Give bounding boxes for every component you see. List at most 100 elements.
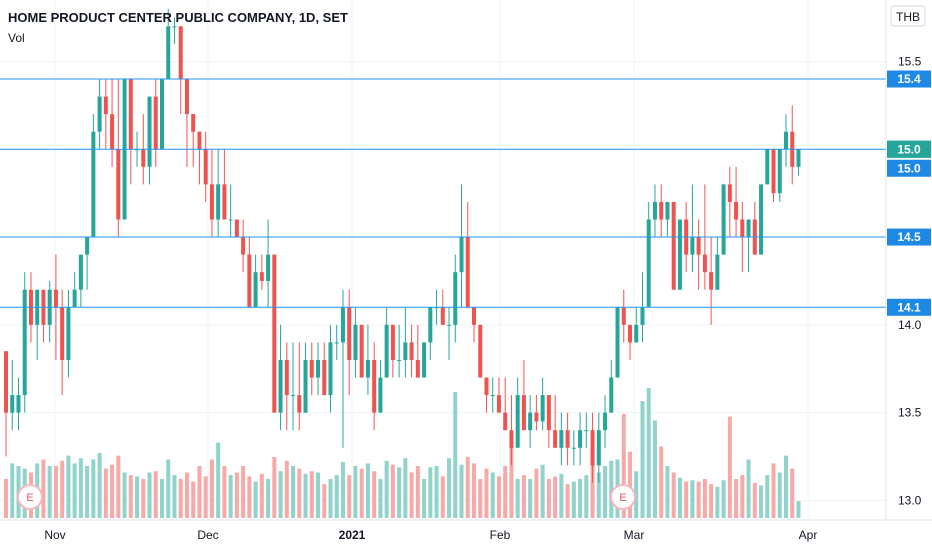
volume-bar (222, 466, 227, 518)
candle-body (665, 201, 670, 220)
candle-body (546, 395, 551, 431)
volume-bar (4, 479, 8, 518)
volume-bar (584, 475, 589, 518)
price-badge-label: 14.5 (897, 230, 921, 244)
candle-body (297, 395, 302, 413)
candle-body (10, 395, 15, 413)
volume-bar (359, 468, 364, 518)
candle-body (628, 324, 632, 343)
candle-body (509, 430, 514, 448)
candle-body (603, 412, 608, 431)
volume-bar (422, 479, 427, 518)
candle-body (584, 430, 589, 432)
candle-body (403, 342, 408, 360)
candle-body (578, 430, 583, 448)
last-price-label: 15.0 (897, 142, 921, 156)
candle-body (103, 96, 108, 115)
volume-bar (378, 479, 383, 518)
volume-bar (478, 479, 483, 518)
volume-bar (203, 476, 208, 518)
candle-body (340, 307, 345, 343)
candle-body (53, 289, 58, 308)
candle-body (347, 307, 352, 360)
candle-body (459, 237, 464, 273)
candle-body (565, 430, 570, 448)
candle-body (328, 342, 333, 396)
candle-body (353, 324, 358, 360)
volume-bar (291, 466, 296, 518)
x-tick-label: Mar (624, 528, 645, 542)
candle-body (278, 359, 283, 413)
volume-bar (128, 475, 133, 518)
candle-body (116, 149, 121, 220)
candle-body (128, 79, 133, 150)
candle-body (85, 237, 90, 255)
candle-body (166, 26, 171, 80)
volume-bar (590, 449, 595, 518)
candle-body (609, 377, 614, 413)
x-tick-label: Feb (490, 528, 511, 542)
volume-bar (384, 460, 389, 518)
volume-bar (565, 484, 570, 518)
volume-bar (116, 455, 121, 518)
candle-body (359, 324, 364, 378)
volume-bar (727, 416, 732, 518)
x-tick-label: Apr (799, 528, 818, 542)
volume-bar (72, 463, 77, 518)
candle-body (160, 79, 164, 150)
volume-bar (141, 479, 146, 518)
candle-body (559, 430, 564, 448)
volume-bar (752, 482, 757, 518)
currency-button[interactable] (890, 5, 926, 27)
candle-body (453, 272, 458, 325)
candle-body (521, 395, 526, 431)
candle-body (765, 149, 770, 185)
candle-body (222, 184, 227, 220)
candle-body (759, 184, 764, 255)
candle-body (465, 237, 470, 308)
candle-body (197, 131, 202, 150)
volume-bar (603, 466, 608, 518)
volume-bar (340, 462, 345, 518)
volume-bar (247, 476, 252, 518)
candle-body (216, 184, 221, 220)
volume-bar (721, 480, 726, 518)
volume-bar (135, 476, 140, 518)
volume-bar (309, 471, 314, 518)
volume-bar (790, 468, 795, 518)
candle-body (784, 131, 788, 150)
volume-bar (677, 477, 682, 518)
earnings-marker[interactable] (610, 484, 636, 510)
volume-bar (459, 464, 464, 518)
candle-body (478, 324, 483, 378)
volume-bar (253, 481, 258, 518)
volume-bar (609, 460, 614, 518)
volume-bar (47, 466, 52, 518)
candle-body (746, 219, 751, 238)
volume-bar (153, 471, 158, 518)
earnings-marker[interactable] (17, 484, 43, 510)
volume-bar (415, 466, 420, 518)
volume-bar (403, 458, 408, 518)
candle-body (671, 201, 676, 290)
candle-body (209, 184, 214, 220)
candle-body (777, 149, 782, 194)
x-tick-label: Nov (44, 528, 65, 542)
candle-body (284, 359, 289, 396)
volume-bar (147, 472, 152, 518)
currency-label: THB (896, 10, 920, 24)
candle-body (540, 395, 545, 422)
candle-body (590, 430, 595, 466)
volume-bar (490, 472, 495, 518)
volume-bar (796, 501, 801, 518)
volume-bar (259, 473, 264, 518)
candle-body (571, 447, 576, 449)
candles (4, 8, 801, 483)
candle-body (715, 254, 720, 290)
candle-body (60, 307, 65, 360)
candle-body (553, 430, 558, 448)
candle-body (203, 149, 208, 185)
y-tick-label: 14.0 (898, 318, 922, 332)
candle-body (796, 149, 801, 167)
